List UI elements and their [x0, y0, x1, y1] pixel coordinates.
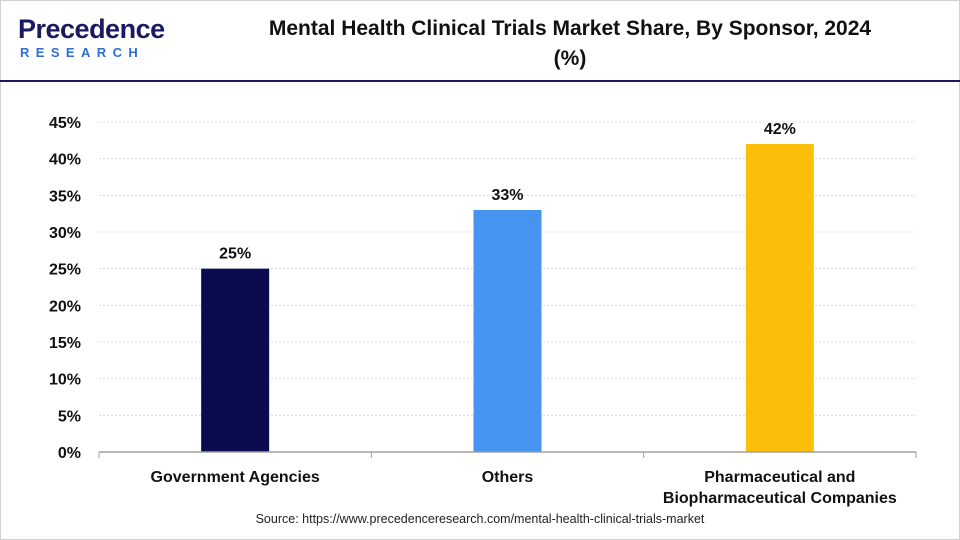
y-tick-label: 0%	[58, 445, 81, 462]
data-labels: 25% 33% 42%	[219, 121, 796, 263]
bar	[473, 210, 542, 452]
bar	[745, 144, 814, 452]
x-axis: Government Agencies Others Pharmaceutical …	[98, 451, 917, 507]
header-divider	[0, 80, 960, 82]
x-tick-label: Others	[482, 469, 534, 486]
y-tick-label: 20%	[49, 298, 81, 315]
bars	[201, 144, 814, 452]
y-tick-label: 5%	[58, 408, 81, 425]
bar	[201, 268, 270, 452]
brand-subtitle: RESEARCH	[20, 45, 145, 60]
y-tick-label: 25%	[49, 262, 81, 279]
x-tick-label: Government Agencies	[151, 469, 320, 486]
y-axis-ticks: 0% 5% 10% 15% 20% 25% 30% 35% 40% 45%	[49, 115, 81, 462]
data-label: 42%	[764, 121, 796, 138]
x-tick-label: Biopharmaceutical Companies	[663, 490, 897, 507]
x-tick-label: Pharmaceutical and	[704, 469, 855, 486]
y-tick-label: 10%	[49, 372, 81, 389]
chart-title-line2: (%)	[553, 47, 587, 70]
y-tick-label: 45%	[49, 115, 81, 132]
data-label: 33%	[491, 187, 523, 204]
brand-logo: Precedence RESEARCH	[14, 14, 165, 64]
data-label: 25%	[219, 246, 251, 263]
chart-title: Mental Health Clinical Trials Market Sha…	[200, 14, 940, 74]
chart-title-line1: Mental Health Clinical Trials Market Sha…	[268, 17, 872, 40]
brand-name: Precedence	[18, 14, 165, 44]
y-tick-label: 30%	[49, 225, 81, 242]
y-tick-label: 40%	[49, 152, 81, 169]
y-tick-label: 15%	[49, 335, 81, 352]
source-note: Source: https://www.precedenceresearch.c…	[255, 512, 705, 526]
y-tick-label: 35%	[49, 188, 81, 205]
